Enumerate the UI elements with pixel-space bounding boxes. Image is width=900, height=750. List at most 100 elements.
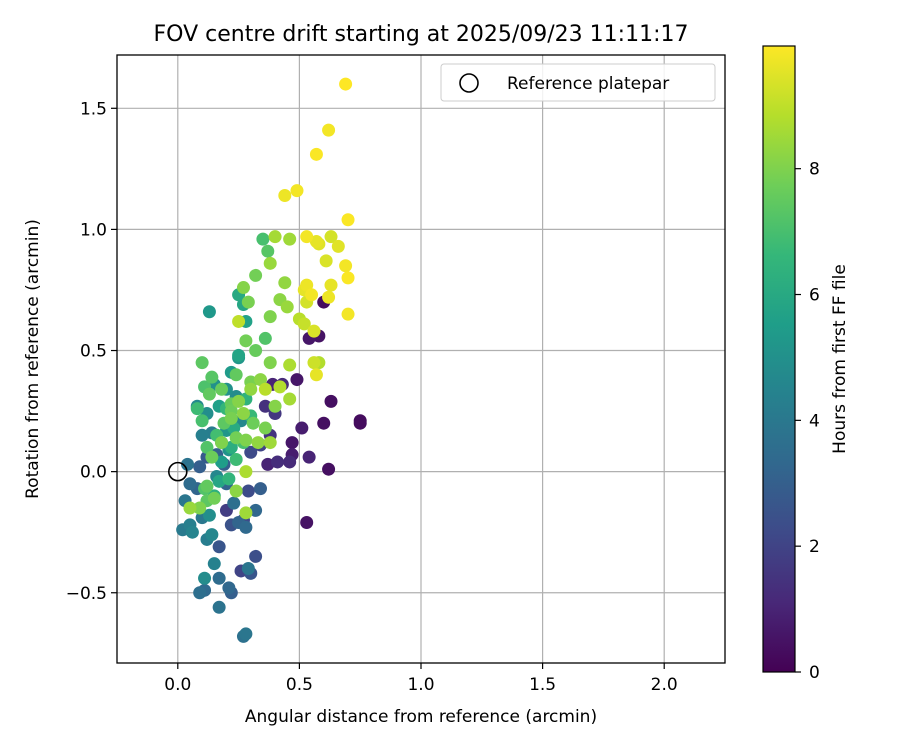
y-tick-label: 1.0 xyxy=(80,220,107,240)
scatter-point xyxy=(224,411,238,425)
y-axis-label: Rotation from reference (arcmin) xyxy=(23,219,43,499)
scatter-point xyxy=(324,394,338,408)
scatter-point xyxy=(263,436,277,450)
scatter-point xyxy=(258,399,272,413)
plot-area: 0.0 0.5 1.0 1.5 2.0 −0.5 0.0 0.5 1.0 1.5 xyxy=(66,54,726,695)
scatter-point xyxy=(256,232,270,246)
scatter-point xyxy=(215,436,229,450)
scatter-point xyxy=(253,482,267,496)
scatter-point xyxy=(205,528,219,542)
scatter-point xyxy=(268,230,282,244)
colorbar-tick-label: 0 xyxy=(809,663,820,683)
legend-entry-reference: Reference platepar xyxy=(507,74,669,94)
scatter-point xyxy=(207,491,221,505)
scatter-point xyxy=(309,147,323,161)
scatter-point xyxy=(249,503,263,517)
scatter-point xyxy=(249,344,263,358)
scatter-point xyxy=(261,244,275,258)
scatter-point xyxy=(341,271,355,285)
scatter-point xyxy=(193,501,207,515)
scatter-point xyxy=(322,123,336,137)
scatter-point xyxy=(285,436,299,450)
x-tick-label: 1.5 xyxy=(529,675,556,695)
scatter-point xyxy=(200,440,214,454)
scatter-point xyxy=(241,295,255,309)
scatter-point xyxy=(198,571,212,585)
scatter-point xyxy=(207,557,221,571)
grid-lines xyxy=(117,55,725,663)
scatter-point xyxy=(239,506,253,520)
scatter-point xyxy=(305,288,319,302)
scatter-point xyxy=(205,370,219,384)
colorbar: 0 2 4 6 8 Hours from first FF file xyxy=(762,45,850,683)
scatter-point xyxy=(278,188,292,202)
legend: Reference platepar xyxy=(440,63,716,102)
scatter-point xyxy=(339,77,353,91)
scatter-point xyxy=(251,436,265,450)
scatter-point xyxy=(322,462,336,476)
colorbar-gradient xyxy=(762,45,796,673)
scatter-point xyxy=(280,300,294,314)
scatter-point xyxy=(239,433,253,447)
scatter-point xyxy=(244,382,258,396)
scatter-point xyxy=(307,356,321,370)
x-axis-ticks: 0.0 0.5 1.0 1.5 2.0 xyxy=(164,663,678,695)
scatter-point xyxy=(212,474,226,488)
scatter-point xyxy=(239,465,253,479)
scatter-point xyxy=(258,331,272,345)
x-axis-label: Angular distance from reference (arcmin) xyxy=(245,707,597,727)
scatter-point xyxy=(263,356,277,370)
scatter-point xyxy=(249,268,263,282)
scatter-point xyxy=(239,334,253,348)
scatter-point xyxy=(273,380,287,394)
scatter-point xyxy=(222,472,236,486)
scatter-point xyxy=(302,450,316,464)
scatter-point xyxy=(202,508,216,522)
scatter-point xyxy=(195,356,209,370)
scatter-point xyxy=(258,382,272,396)
scatter-point xyxy=(353,416,367,430)
scatter-point xyxy=(222,581,236,595)
scatter-point xyxy=(290,373,304,387)
scatter-point xyxy=(258,421,272,435)
scatter-point xyxy=(212,571,226,585)
scatter-point xyxy=(181,457,195,471)
legend-box xyxy=(440,63,716,102)
scatter-point xyxy=(300,278,314,292)
y-tick-label: −0.5 xyxy=(66,584,107,604)
scatter-point xyxy=(319,254,333,268)
reference-point-marker xyxy=(168,461,188,482)
scatter-point xyxy=(185,525,199,539)
colorbar-ticks: 0 2 4 6 8 xyxy=(795,160,820,683)
colorbar-tick-label: 8 xyxy=(809,160,820,180)
y-tick-label: 0.5 xyxy=(80,342,107,362)
colorbar-tick-label: 4 xyxy=(809,411,820,431)
y-tick-label: 0.0 xyxy=(80,463,107,483)
scatter-point xyxy=(232,348,246,362)
x-tick-label: 2.0 xyxy=(651,675,678,695)
scatter-point xyxy=(283,358,297,372)
scatter-point xyxy=(300,230,314,244)
scatter-point xyxy=(183,477,197,491)
scatter-point xyxy=(341,307,355,321)
scatter-point xyxy=(290,184,304,198)
scatter-point xyxy=(307,324,321,338)
scatter-point xyxy=(268,399,282,413)
y-axis-ticks: −0.5 0.0 0.5 1.0 1.5 xyxy=(66,99,117,604)
scatter-point xyxy=(309,235,323,249)
scatter-point xyxy=(297,317,311,331)
x-tick-label: 0.0 xyxy=(164,675,191,695)
scatter-point xyxy=(263,256,277,270)
scatter-point xyxy=(232,394,246,408)
scatter-point xyxy=(232,314,246,328)
scatter-point xyxy=(229,453,243,467)
scatter-point xyxy=(324,230,338,244)
scatter-point xyxy=(283,232,297,246)
scatter-point xyxy=(227,496,241,510)
scatter-point xyxy=(195,428,209,442)
scatter-point xyxy=(236,281,250,295)
scatter-point xyxy=(202,387,216,401)
y-tick-label: 1.5 xyxy=(80,99,107,119)
scatter-point xyxy=(183,501,197,515)
